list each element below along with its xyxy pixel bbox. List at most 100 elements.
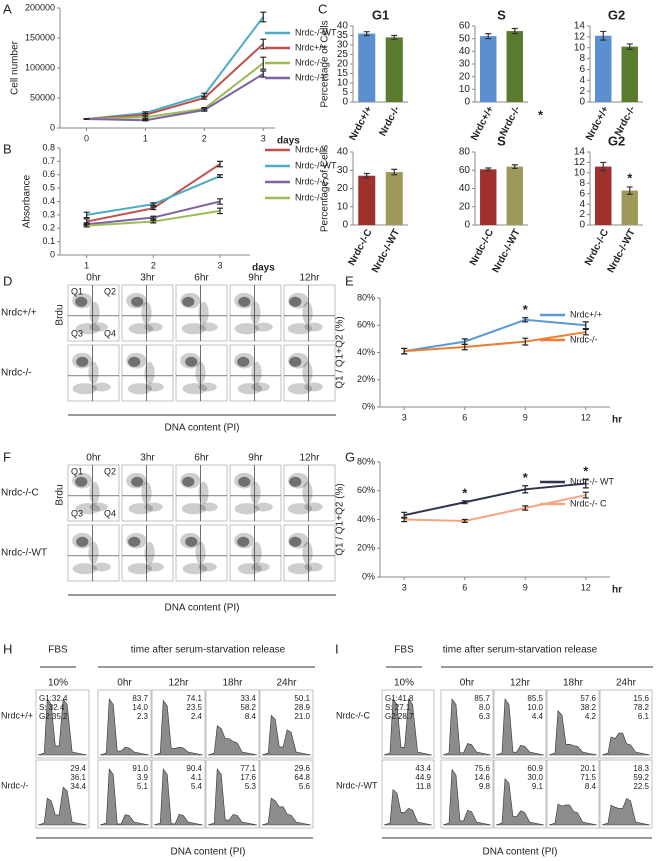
cell-stat: 5.6 bbox=[299, 782, 311, 791]
x-tick-label: 2 bbox=[151, 260, 156, 270]
cell-stat: 85.5 bbox=[527, 694, 543, 703]
dot-cloud bbox=[287, 503, 313, 515]
dot-plot bbox=[283, 524, 336, 582]
y-tick-label: 20 bbox=[459, 201, 471, 212]
bar bbox=[385, 172, 403, 225]
cell-stat: G2:35.2 bbox=[39, 712, 68, 721]
quadrant-label: Q2 bbox=[104, 466, 116, 476]
x-tick-label: 9 bbox=[523, 412, 528, 422]
cell-stat: 10.0 bbox=[527, 703, 543, 712]
cell-stat: S: 32.4 bbox=[39, 703, 65, 712]
dot-cloud bbox=[289, 296, 302, 307]
y-axis-label: Q1 / Q1+Q2 (%) bbox=[335, 483, 346, 556]
dot-cloud bbox=[144, 361, 155, 385]
error-bar bbox=[626, 186, 633, 195]
bar bbox=[506, 166, 523, 225]
bar bbox=[506, 31, 523, 102]
cell-stat: 2.4 bbox=[191, 712, 203, 721]
x-tick-label: Nrdc+/+ bbox=[348, 104, 375, 142]
dot-cloud bbox=[251, 562, 270, 572]
cell-stat: 85.7 bbox=[474, 694, 490, 703]
dot-cloud bbox=[251, 361, 262, 385]
cell-stat: 8.0 bbox=[479, 703, 491, 712]
dot-plot bbox=[175, 524, 228, 582]
dot-cloud bbox=[145, 382, 164, 392]
y-tick-label: 0.7 bbox=[42, 156, 55, 166]
cell-stat: 17.6 bbox=[240, 773, 256, 782]
error-bar bbox=[461, 518, 468, 523]
time-label: 6hr bbox=[194, 273, 209, 284]
legend-label: Nrdc-/- bbox=[295, 57, 323, 67]
y-tick-label: 0 bbox=[579, 220, 585, 231]
y-tick-label: 0 bbox=[50, 249, 55, 259]
y-tick-label: 25 bbox=[337, 49, 349, 60]
histogram bbox=[495, 698, 545, 756]
dot-cloud bbox=[89, 481, 100, 505]
dot-cloud bbox=[72, 563, 98, 575]
y-tick-label: 12 bbox=[574, 31, 586, 42]
row-label: Nrdc+/+ bbox=[1, 308, 37, 319]
cell-stat: S: 27.1 bbox=[385, 703, 411, 712]
y-tick-label: 0 bbox=[579, 97, 585, 108]
y-tick-label: 8 bbox=[579, 178, 585, 189]
legend-label: Nrdc-/- bbox=[295, 192, 323, 202]
x-tick-label: 6 bbox=[462, 582, 467, 592]
dot-cloud bbox=[237, 536, 250, 547]
row-label: Nrdc-/-WT bbox=[1, 548, 47, 559]
header-sub: 10% bbox=[48, 678, 68, 689]
cell-stat: 18.3 bbox=[633, 764, 649, 773]
dot-cloud bbox=[237, 383, 263, 395]
dot-plot bbox=[67, 524, 120, 582]
y-tick-label: 0.2 bbox=[42, 223, 55, 233]
panel-letter: F bbox=[3, 449, 11, 464]
dot-plot bbox=[121, 344, 174, 402]
y-tick-label: 4 bbox=[579, 75, 585, 86]
bar bbox=[385, 37, 403, 102]
series-line bbox=[404, 318, 586, 353]
cell-stat: 5.3 bbox=[245, 782, 257, 791]
dot-cloud bbox=[302, 481, 313, 505]
dot-cloud bbox=[287, 383, 313, 395]
bar bbox=[621, 46, 638, 102]
dot-cloud bbox=[238, 476, 251, 487]
dot-cloud bbox=[88, 361, 99, 385]
dot-cloud bbox=[89, 301, 100, 325]
dot-cloud bbox=[302, 541, 313, 565]
bar bbox=[358, 33, 376, 102]
cell-stat: 11.8 bbox=[416, 782, 432, 791]
dot-cloud bbox=[76, 356, 89, 367]
cell-stat: 57.6 bbox=[580, 694, 596, 703]
y-tick-label: 0% bbox=[362, 401, 375, 411]
dot-plot bbox=[283, 344, 336, 402]
x-tick-label: 9 bbox=[523, 582, 528, 592]
error-bar bbox=[217, 198, 223, 205]
cell-stat: 91.0 bbox=[132, 764, 148, 773]
cell-stat: 6.1 bbox=[638, 712, 650, 721]
dot-cloud bbox=[128, 323, 154, 335]
histogram bbox=[548, 803, 598, 826]
error-bar bbox=[260, 56, 267, 70]
dot-cloud bbox=[181, 323, 207, 335]
cell-stat: 30.0 bbox=[527, 773, 543, 782]
dot-cloud bbox=[302, 301, 313, 325]
dot-cloud bbox=[89, 322, 108, 332]
y-tick-label: 0 bbox=[464, 220, 470, 231]
annotation: * bbox=[627, 170, 633, 185]
dot-cloud bbox=[287, 563, 313, 575]
dot-cloud bbox=[302, 361, 313, 385]
quadrant-label: Q3 bbox=[71, 508, 83, 518]
legend-label: Nrdc-/- WT bbox=[570, 476, 614, 486]
y-tick-label: 40 bbox=[337, 21, 349, 32]
panel-letter: G bbox=[345, 449, 355, 464]
y-tick-label: 15 bbox=[337, 68, 349, 79]
cell-stat: 20.1 bbox=[580, 764, 596, 773]
cell-stat: 71.5 bbox=[580, 773, 596, 782]
error-bar bbox=[142, 115, 149, 119]
cell-stat: 64.8 bbox=[294, 773, 310, 782]
cell-stat: 4.2 bbox=[585, 712, 597, 721]
cell-stat: 8.4 bbox=[245, 712, 257, 721]
y-axis-label: Brdu bbox=[55, 484, 66, 505]
cell-stat: 38.2 bbox=[580, 703, 596, 712]
dot-cloud bbox=[238, 296, 251, 307]
series-line bbox=[404, 494, 586, 522]
